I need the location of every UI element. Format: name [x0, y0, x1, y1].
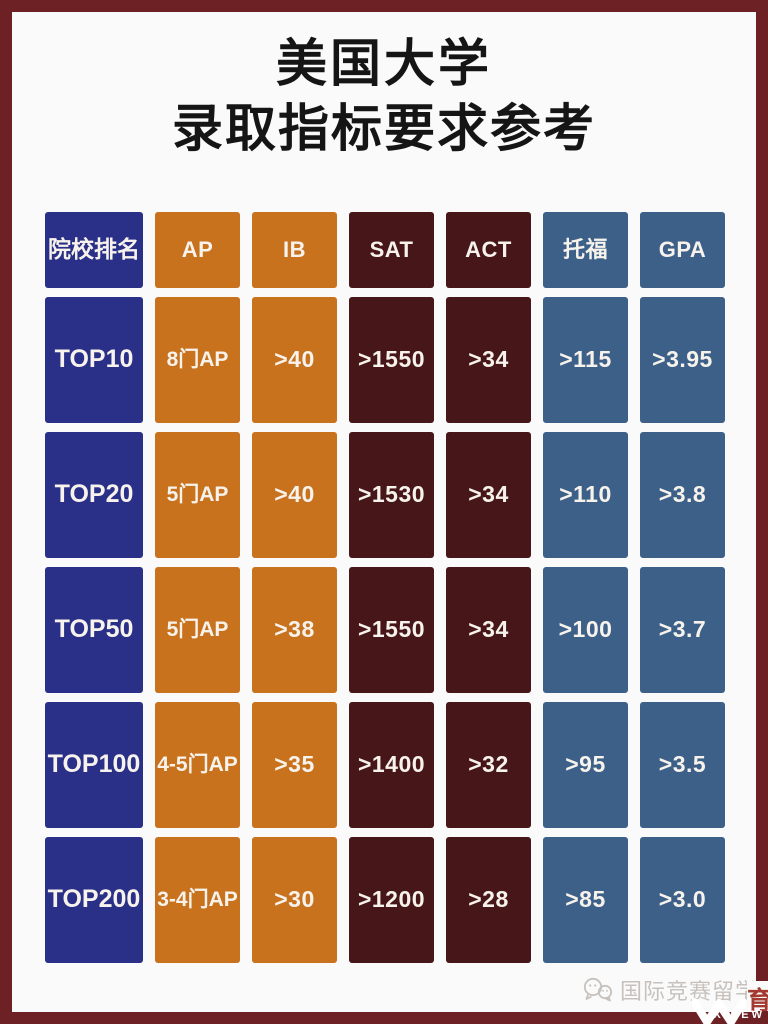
table-cell: >35: [252, 702, 337, 828]
column-header-toefl: 托福: [543, 212, 628, 288]
column-header-act: ACT: [446, 212, 531, 288]
table-cell: >40: [252, 297, 337, 423]
table-cell: 3-4门AP: [155, 837, 240, 963]
row-label-top10: TOP10: [45, 297, 143, 423]
table-cell: >3.0: [640, 837, 725, 963]
title-line-2: 录取指标要求参考: [171, 99, 596, 157]
xnew-logo-text: X-NEW: [713, 1009, 765, 1021]
table-cell: 8门AP: [155, 297, 240, 423]
table-cell: >38: [252, 567, 337, 693]
column-header-sat: SAT: [349, 212, 434, 288]
row-label-top50: TOP50: [45, 567, 143, 693]
table-cell: >28: [446, 837, 531, 963]
table-cell: 5门AP: [155, 567, 240, 693]
table-cell: 4-5门AP: [155, 702, 240, 828]
row-label-top20: TOP20: [45, 432, 143, 558]
table-cell: >40: [252, 432, 337, 558]
wechat-icon: [582, 976, 614, 1004]
table-cell: >34: [446, 297, 531, 423]
title-line-1: 美国大学: [275, 35, 492, 92]
clipped-character: 育: [747, 981, 768, 1011]
table-cell: >1550: [349, 297, 434, 423]
table-cell: >100: [543, 567, 628, 693]
column-header-ranking: 院校排名: [45, 212, 143, 288]
table-cell: >1200: [349, 837, 434, 963]
table-cell: >110: [543, 432, 628, 558]
column-header-gpa: GPA: [640, 212, 725, 288]
table-cell: >3.8: [640, 432, 725, 558]
table-cell: 5门AP: [155, 432, 240, 558]
table-cell: >95: [543, 702, 628, 828]
table-cell: >3.7: [640, 567, 725, 693]
admissions-table: 院校排名 AP IB SAT ACT 托福 GPA TOP10 8门AP >40…: [45, 212, 725, 963]
table-cell: >34: [446, 567, 531, 693]
row-label-top100: TOP100: [45, 702, 143, 828]
table-cell: >34: [446, 432, 531, 558]
column-header-ap: AP: [155, 212, 240, 288]
table-cell: >85: [543, 837, 628, 963]
table-cell: >32: [446, 702, 531, 828]
table-cell: >30: [252, 837, 337, 963]
watermark-label: 国际竞赛留学: [619, 979, 758, 1004]
wechat-watermark: 国际竞赛留学: [582, 974, 758, 1006]
row-label-top200: TOP200: [45, 837, 143, 963]
table-cell: >1530: [349, 432, 434, 558]
clipped-character-glyph: 育: [747, 987, 768, 1011]
table-cell: >1400: [349, 702, 434, 828]
table-cell: >1550: [349, 567, 434, 693]
page-title: 美国大学 录取指标要求参考: [0, 32, 768, 162]
table-cell: >3.5: [640, 702, 725, 828]
column-header-ib: IB: [252, 212, 337, 288]
table-cell: >115: [543, 297, 628, 423]
table-cell: >3.95: [640, 297, 725, 423]
